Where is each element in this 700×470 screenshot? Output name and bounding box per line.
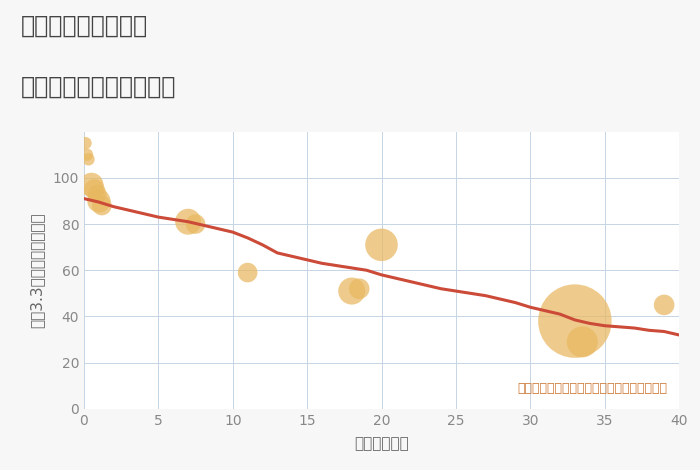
Text: 円の大きさは、取引のあった物件面積を示す: 円の大きさは、取引のあった物件面積を示す [517, 382, 667, 395]
X-axis label: 築年数（年）: 築年数（年） [354, 436, 409, 451]
Point [92, 190, 103, 198]
Text: 築年数別中古戸建て価格: 築年数別中古戸建て価格 [21, 75, 176, 99]
Point [89, 186, 100, 193]
Y-axis label: 坪（3.3㎡）単価（万円）: 坪（3.3㎡）単価（万円） [29, 212, 44, 328]
Point [376, 241, 387, 249]
Point [659, 301, 670, 309]
Point [346, 287, 357, 295]
Point [577, 338, 588, 345]
Point [83, 156, 94, 163]
Text: 愛知県瀬戸市平町の: 愛知県瀬戸市平町の [21, 14, 148, 38]
Point [81, 151, 92, 158]
Point [190, 220, 201, 228]
Point [93, 197, 104, 205]
Point [80, 140, 91, 147]
Point [242, 269, 253, 276]
Point [569, 317, 580, 325]
Point [354, 285, 365, 292]
Point [96, 202, 108, 209]
Point [183, 218, 194, 226]
Point [86, 181, 97, 188]
